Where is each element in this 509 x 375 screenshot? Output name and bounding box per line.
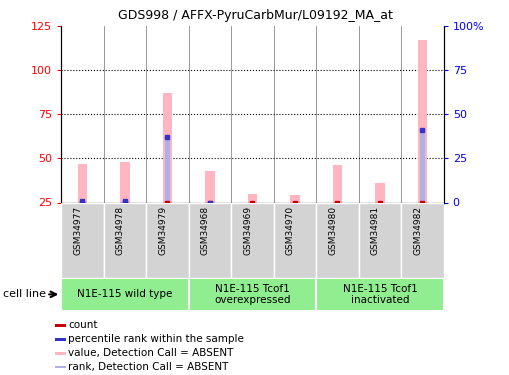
Text: GSM34982: GSM34982	[413, 206, 421, 255]
Text: value, Detection Call = ABSENT: value, Detection Call = ABSENT	[68, 348, 233, 358]
Bar	[290, 195, 299, 202]
Bar	[61, 278, 188, 311]
Bar	[55, 324, 66, 327]
Bar	[162, 93, 172, 202]
Text: cell line: cell line	[3, 290, 45, 299]
Bar	[401, 202, 443, 278]
Bar	[292, 202, 297, 208]
Bar	[80, 201, 85, 202]
Text: N1E-115 wild type: N1E-115 wild type	[77, 290, 173, 299]
Bar	[334, 202, 340, 206]
Text: GDS998 / AFFX-PyruCarbMur/L09192_MA_at: GDS998 / AFFX-PyruCarbMur/L09192_MA_at	[118, 9, 391, 22]
Text: count: count	[68, 321, 97, 330]
Bar	[273, 202, 316, 278]
Bar	[249, 202, 254, 208]
Bar	[231, 202, 273, 278]
Text: rank, Detection Call = ABSENT: rank, Detection Call = ABSENT	[68, 362, 228, 372]
Bar	[417, 40, 426, 203]
Bar	[419, 130, 424, 203]
Text: GSM34980: GSM34980	[328, 206, 337, 255]
Bar	[316, 278, 443, 311]
Text: GSM34969: GSM34969	[243, 206, 252, 255]
Bar	[188, 202, 231, 278]
Bar	[122, 201, 127, 202]
Bar	[358, 202, 401, 278]
Bar	[205, 171, 214, 202]
Text: GSM34968: GSM34968	[201, 206, 210, 255]
Bar	[61, 202, 103, 278]
Bar	[55, 338, 66, 340]
Text: GSM34970: GSM34970	[286, 206, 294, 255]
Text: GSM34979: GSM34979	[158, 206, 167, 255]
Text: percentile rank within the sample: percentile rank within the sample	[68, 334, 243, 344]
Text: N1E-115 Tcof1
inactivated: N1E-115 Tcof1 inactivated	[342, 284, 416, 305]
Bar	[146, 202, 188, 278]
Bar	[375, 183, 384, 203]
Text: N1E-115 Tcof1
overexpressed: N1E-115 Tcof1 overexpressed	[214, 284, 290, 305]
Bar	[164, 137, 169, 202]
Bar	[188, 278, 316, 311]
Bar	[103, 202, 146, 278]
Text: GSM34978: GSM34978	[116, 206, 125, 255]
Bar	[316, 202, 358, 278]
Bar	[247, 194, 257, 202]
Bar	[78, 164, 87, 202]
Bar	[332, 165, 342, 202]
Bar	[377, 202, 382, 210]
Bar	[55, 366, 66, 369]
Text: GSM34977: GSM34977	[73, 206, 82, 255]
Bar	[55, 352, 66, 354]
Text: GSM34981: GSM34981	[370, 206, 379, 255]
Bar	[120, 162, 129, 202]
